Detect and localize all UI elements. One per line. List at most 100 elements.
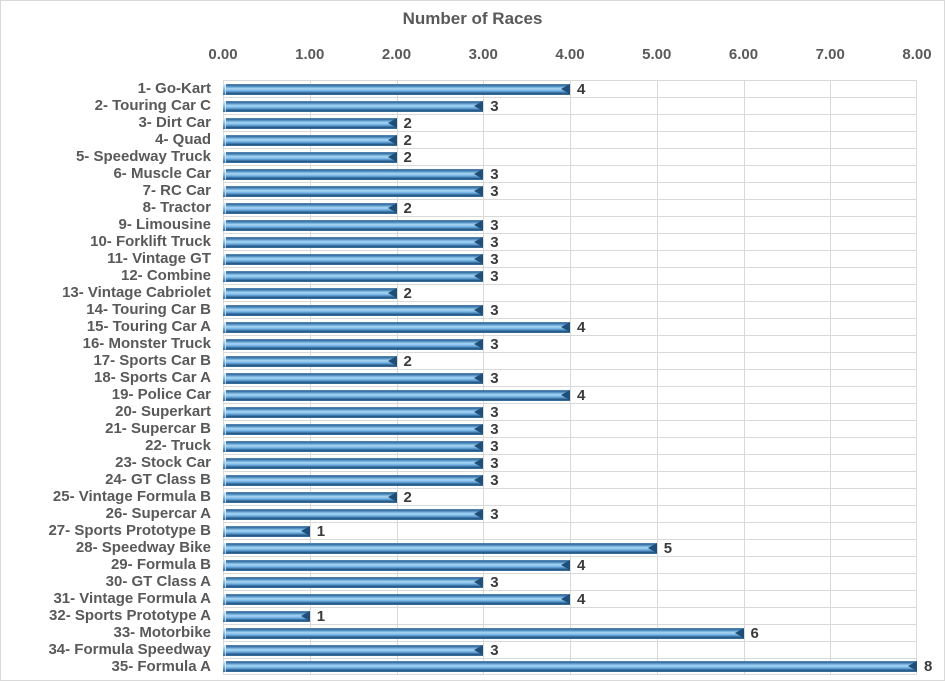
- category-label: 13- Vintage Cabriolet: [62, 284, 211, 301]
- category-label: 1- Go-Kart: [137, 80, 211, 97]
- category-label: 30- GT Class A: [105, 573, 211, 590]
- chart-row: 3: [223, 437, 917, 455]
- value-label: 3: [490, 250, 499, 268]
- value-label: 3: [490, 267, 499, 285]
- bar-tip: [387, 287, 397, 298]
- value-label: 4: [577, 556, 586, 574]
- bar: [223, 661, 917, 672]
- bar-cap: [223, 100, 226, 112]
- bar: [223, 134, 397, 146]
- value-label: 3: [490, 471, 499, 489]
- bar-cap: [223, 134, 226, 146]
- bar: [223, 321, 570, 333]
- bar-tip: [561, 389, 570, 400]
- bar-tip: [474, 508, 484, 519]
- bar-tip: [387, 151, 397, 162]
- bar-tip: [474, 236, 484, 247]
- category-label: 35- Formula A: [111, 658, 211, 675]
- category-label: 10- Forklift Truck: [90, 233, 211, 250]
- bar: [223, 117, 397, 129]
- value-label: 8: [924, 658, 933, 675]
- bar: [223, 338, 484, 350]
- value-label: 2: [403, 488, 412, 506]
- bar-tip: [474, 270, 484, 281]
- bar: [223, 287, 397, 299]
- chart-row: 3: [223, 420, 917, 438]
- bar-cap: [223, 576, 226, 588]
- bar-tip: [474, 100, 484, 111]
- bar: [223, 389, 570, 401]
- bar-tip: [474, 406, 484, 417]
- category-label: 2- Touring Car C: [94, 97, 211, 114]
- value-label: 5: [663, 539, 673, 557]
- bar-tip: [300, 610, 310, 621]
- bar-cap: [223, 355, 226, 367]
- bar-tip: [561, 83, 570, 94]
- chart-row: 1: [223, 607, 917, 625]
- chart-row: 3: [223, 216, 917, 234]
- bar-cap: [223, 304, 226, 316]
- category-label: 20- Superkart: [115, 403, 211, 420]
- bar-cap: [223, 287, 226, 299]
- bar: [223, 610, 310, 622]
- category-label: 16- Monster Truck: [82, 335, 211, 352]
- bar-tip: [387, 117, 397, 128]
- bar-tip: [474, 338, 484, 349]
- bar-tip: [474, 185, 484, 196]
- bar-tip: [474, 644, 484, 655]
- category-label: 14- Touring Car B: [86, 301, 211, 318]
- category-label: 17- Sports Car B: [93, 352, 211, 369]
- bar-tip: [561, 559, 570, 570]
- chart-row: 2: [223, 199, 917, 217]
- gridline: [570, 80, 571, 675]
- chart-row: 3: [223, 267, 917, 285]
- x-axis-tick: 6.00: [728, 46, 759, 63]
- bar-tip: [474, 457, 484, 468]
- x-axis-tick: 5.00: [642, 46, 672, 63]
- category-label: 29- Formula B: [110, 556, 211, 573]
- bar-tip: [474, 474, 484, 485]
- value-label: 2: [403, 352, 412, 370]
- value-label: 3: [490, 403, 499, 421]
- category-label: 9- Limousine: [118, 216, 211, 233]
- category-label: 18- Sports Car A: [94, 369, 211, 386]
- bar: [223, 542, 657, 554]
- bar-cap: [223, 168, 226, 180]
- bar: [223, 185, 484, 197]
- chart-row: 3: [223, 641, 917, 659]
- value-label: 2: [403, 131, 412, 149]
- bar-cap: [223, 593, 226, 605]
- chart-row: 3: [223, 335, 917, 353]
- value-label: 3: [490, 97, 499, 115]
- bar-tip: [474, 372, 484, 383]
- category-label: 28- Speedway Bike: [75, 539, 211, 556]
- value-label: 1: [316, 607, 326, 625]
- x-axis: 0.00 1.00 2.00 3.00 4.00 5.00 6.00 7.00 8.00: [208, 44, 931, 66]
- value-label: 2: [403, 199, 412, 217]
- x-axis-tick: 0.00: [208, 46, 238, 63]
- bar-cap: [223, 627, 226, 639]
- chart-row: 3: [223, 97, 917, 115]
- bar: [223, 236, 484, 248]
- chart-row: 2: [223, 148, 917, 166]
- bar: [223, 151, 397, 163]
- bar-cap: [223, 219, 226, 231]
- value-label: 6: [750, 624, 759, 642]
- chart-row: 2: [223, 284, 917, 302]
- bar-cap: [223, 559, 226, 571]
- chart-row: 3: [223, 250, 917, 268]
- bar-tip: [734, 627, 744, 638]
- bar: [223, 202, 397, 214]
- chart-row: 3: [223, 233, 917, 251]
- bar-tip: [387, 134, 397, 145]
- bar-cap: [223, 525, 226, 537]
- bar: [223, 423, 484, 435]
- bar-cap: [223, 644, 226, 656]
- bar: [223, 627, 744, 639]
- chart-row: 8: [223, 658, 932, 675]
- value-label: 3: [490, 454, 499, 472]
- value-label: 3: [490, 505, 499, 523]
- bar: [223, 474, 484, 486]
